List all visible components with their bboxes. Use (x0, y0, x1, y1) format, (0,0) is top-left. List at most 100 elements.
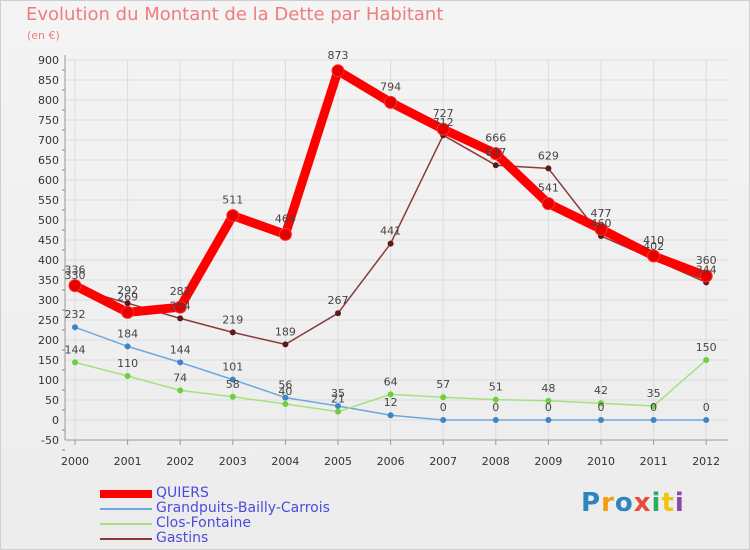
data-point (387, 412, 394, 419)
data-point (229, 329, 236, 336)
data-label: 12 (384, 396, 398, 409)
data-label: 51 (489, 381, 503, 394)
data-point (124, 373, 131, 379)
data-point (335, 403, 341, 409)
data-label: 727 (433, 107, 454, 120)
data-label: 464 (275, 212, 296, 225)
data-label: 219 (222, 313, 243, 326)
data-label: 40 (278, 385, 292, 398)
data-label: 794 (380, 80, 401, 93)
logo-letter: P (581, 488, 602, 518)
data-label: 184 (117, 327, 138, 340)
data-label: 0 (650, 401, 657, 414)
y-tick-label: 150 (38, 354, 59, 367)
data-label: 56 (278, 379, 292, 392)
data-label: 0 (598, 401, 605, 414)
data-label: 292 (117, 284, 138, 297)
data-label: 344 (696, 263, 717, 276)
data-point (226, 209, 240, 223)
y-tick-label: -50 (41, 434, 59, 447)
data-point (489, 147, 503, 161)
x-tick-label: 2004 (271, 455, 299, 468)
data-point (72, 359, 78, 366)
chart-title: Evolution du Montant de la Dette par Hab… (26, 4, 444, 25)
data-label: 150 (696, 341, 717, 354)
data-point (699, 269, 713, 283)
y-tick-label: 800 (38, 94, 59, 107)
data-point (650, 403, 657, 409)
legend-label: Clos-Fontaine (156, 515, 252, 531)
data-point (68, 279, 82, 293)
legend-label: Gastins (156, 530, 209, 546)
axes: -500501001502002503003504004505005506006… (38, 54, 728, 468)
chart-subtitle: (en €) (27, 29, 60, 42)
data-point (545, 417, 552, 423)
logo-letter: r (601, 488, 615, 518)
data-point (436, 122, 450, 136)
data-label: 0 (440, 401, 447, 414)
x-tick-label: 2002 (166, 455, 194, 468)
y-tick-label: 750 (38, 114, 59, 127)
logo-letter: i (674, 488, 685, 518)
data-label: 74 (173, 371, 187, 384)
data-point (335, 310, 341, 317)
data-point (594, 222, 608, 236)
x-tick-label: 2003 (219, 455, 247, 468)
data-label: 58 (226, 378, 240, 391)
data-label: 101 (222, 361, 243, 374)
data-label: 144 (170, 343, 191, 356)
y-tick-label: 600 (38, 174, 59, 187)
data-label: 460 (591, 217, 612, 230)
data-label: 189 (275, 325, 296, 338)
legend-swatch (100, 523, 152, 525)
data-point (545, 397, 552, 404)
y-tick-label: 400 (38, 254, 59, 267)
y-tick-label: 250 (38, 314, 59, 327)
data-point (282, 394, 289, 401)
legend-label: QUIERS (156, 485, 209, 501)
y-tick-label: 350 (38, 274, 59, 287)
logo-letter: x (633, 488, 652, 518)
y-tick-label: 300 (38, 294, 59, 307)
logo-letter: t (661, 488, 675, 518)
legend-swatch (100, 490, 152, 498)
data-point (387, 240, 394, 247)
y-tick-label: 650 (38, 154, 59, 167)
data-label: 511 (222, 194, 243, 207)
data-label: 402 (643, 240, 664, 253)
x-tick-label: 2010 (587, 455, 615, 468)
data-label: 712 (433, 116, 454, 129)
data-label: 666 (485, 132, 506, 145)
data-label: 57 (436, 378, 450, 391)
data-label: 21 (331, 393, 345, 406)
series-layer (68, 64, 713, 423)
data-point (72, 324, 78, 331)
legend-label: Grandpuits-Bailly-Carrois (156, 500, 330, 516)
data-point (492, 396, 499, 403)
x-tick-label: 2000 (61, 455, 89, 468)
data-point (440, 394, 447, 401)
data-point (229, 376, 236, 383)
data-label: 254 (170, 299, 191, 312)
data-point (387, 391, 394, 398)
x-tick-label: 2005 (324, 455, 352, 468)
data-label: 0 (492, 401, 499, 414)
y-tick-label: 550 (38, 194, 59, 207)
data-label: 637 (485, 146, 506, 159)
proxiti-logo: Proxiti (581, 488, 685, 518)
y-tick-label: 700 (38, 134, 59, 147)
data-point (121, 305, 135, 319)
data-point (650, 417, 657, 423)
x-tick-label: 2008 (482, 455, 510, 468)
data-point (541, 197, 555, 211)
data-point (282, 341, 289, 348)
data-point (598, 417, 604, 423)
data-point (703, 417, 710, 423)
data-label: 360 (696, 254, 717, 267)
data-label: 267 (328, 294, 349, 307)
logo-letter: i (651, 488, 662, 518)
y-tick-label: 50 (45, 394, 59, 407)
data-point (173, 300, 187, 314)
data-label: 35 (331, 387, 345, 400)
data-label: 541 (538, 182, 559, 195)
